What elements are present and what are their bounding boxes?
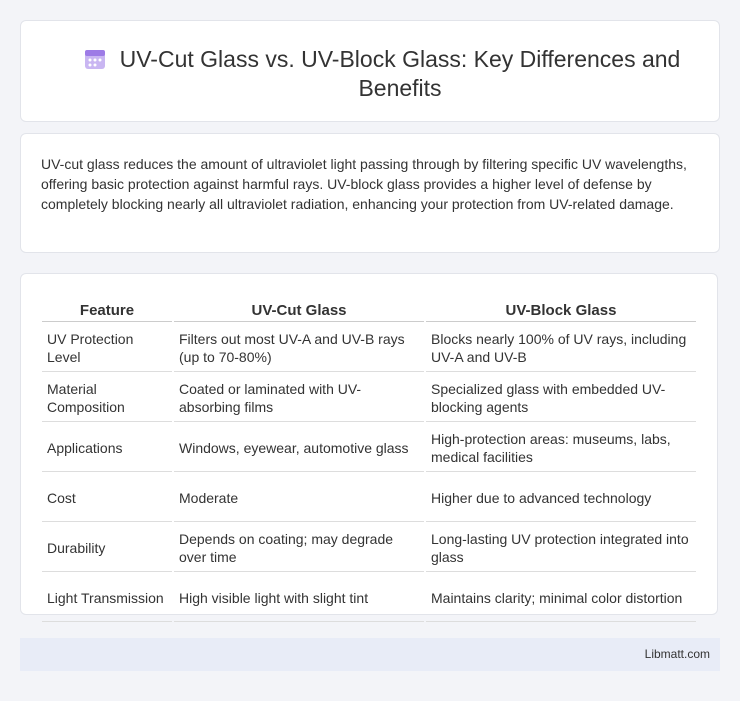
cell: Blocks nearly 100% of UV rays, including…: [426, 324, 696, 372]
row: Cost Moderate Higher due to advanced techn…: [42, 474, 696, 522]
row: Applications Windows, eyewear, automotive…: [42, 424, 696, 472]
cell: Material Composition: [42, 374, 172, 422]
header-cell: UV-Cut Glass: [174, 298, 424, 322]
cell: Coated or laminated with UV-absorbing fi…: [174, 374, 424, 422]
cell: Higher due to advanced technology: [426, 474, 696, 522]
cell: Windows, eyewear, automotive glass: [174, 424, 424, 472]
cell: High-protection areas: museums, labs, me…: [426, 424, 696, 472]
intro-card: UV-cut glass reduces the amount of ultra…: [20, 133, 720, 253]
header: UV-Cut Glass vs. UV-Block Glass: Key Dif…: [20, 20, 720, 122]
header-cell: UV-Block Glass: [426, 298, 696, 322]
cell: Maintains clarity; minimal color distort…: [426, 574, 696, 622]
intro: UV-cut glass reduces the amount of ultra…: [41, 156, 687, 212]
title: UV-Cut Glass vs. UV-Block Glass: Key Dif…: [119, 46, 681, 101]
cell: Long-lasting UV protection integrated in…: [426, 524, 696, 572]
table-card: Feature UV-Cut Glass UV-Block Glass UV Prot…: [20, 273, 718, 622]
cell: Applications: [42, 424, 172, 472]
cell: Light Transmission: [42, 574, 172, 622]
header-cell: Feature: [42, 298, 172, 322]
table: Feature UV-Cut Glass UV-Block Glass UV Prot…: [40, 296, 698, 624]
cell: Specialized glass with embedded UV-block…: [426, 374, 696, 422]
footer-text: Libmatt.com: [644, 647, 710, 661]
cell: UV Protection Level: [42, 324, 172, 372]
cell: Durability: [42, 524, 172, 572]
cell: Cost: [42, 474, 172, 522]
cell: Depends on coating; may degrade over tim…: [174, 524, 424, 572]
cell: Moderate: [174, 474, 424, 522]
row: UV Protection Level Filters out most UV-A…: [42, 324, 696, 372]
icon: [85, 50, 105, 69]
row: Durability Depends on coating; may degrad…: [42, 524, 696, 572]
row: Material Composition Coated or laminated …: [42, 374, 696, 422]
cell: Filters out most UV-A and UV-B rays (up …: [174, 324, 424, 372]
footer: Libmatt.com: [20, 638, 720, 671]
cell: High visible light with slight tint: [174, 574, 424, 622]
row: Light Transmission High visible light wit…: [42, 574, 696, 622]
